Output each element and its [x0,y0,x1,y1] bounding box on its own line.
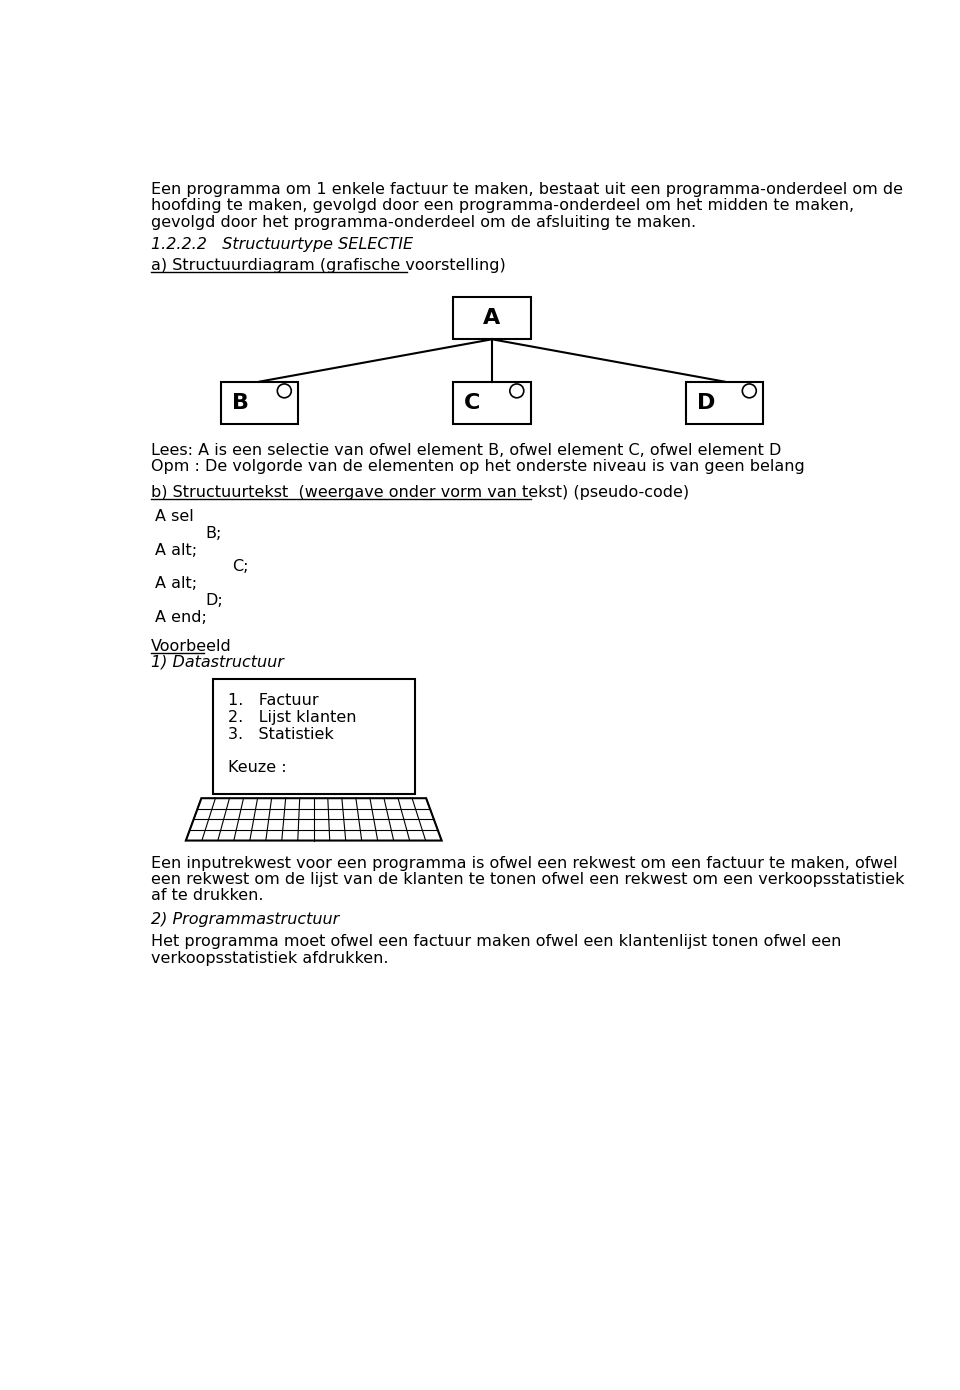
Text: Voorbeeld: Voorbeeld [151,639,231,653]
Text: Een programma om 1 enkele factuur te maken, bestaat uit een programma-onderdeel : Een programma om 1 enkele factuur te mak… [151,182,903,197]
Text: B;: B; [205,525,222,541]
Circle shape [742,384,756,398]
Text: A: A [484,309,500,328]
Text: C: C [464,393,480,413]
Text: 1) Datastructuur: 1) Datastructuur [151,655,284,670]
Text: Lees: A is een selectie van ofwel element B, ofwel element C, ofwel element D: Lees: A is een selectie van ofwel elemen… [151,443,781,459]
Text: 2) Programmastructuur: 2) Programmastructuur [151,912,339,927]
Text: b) Structuurtekst  (weergave onder vorm van tekst) (pseudo-code): b) Structuurtekst (weergave onder vorm v… [151,485,689,500]
Polygon shape [186,798,442,841]
Text: A alt;: A alt; [155,577,197,591]
Circle shape [277,384,291,398]
Text: A end;: A end; [155,610,206,626]
Text: een rekwest om de lijst van de klanten te tonen ofwel een rekwest om een verkoop: een rekwest om de lijst van de klanten t… [151,872,904,887]
Text: 2.   Lijst klanten: 2. Lijst klanten [228,710,357,724]
Text: hoofding te maken, gevolgd door een programma-onderdeel om het midden te maken,: hoofding te maken, gevolgd door een prog… [151,199,854,214]
Text: af te drukken.: af te drukken. [151,888,263,904]
FancyBboxPatch shape [453,382,531,424]
Text: C;: C; [232,560,249,574]
Text: Een inputrekwest voor een programma is ofwel een rekwest om een factuur te maken: Een inputrekwest voor een programma is o… [151,856,898,872]
Text: 1.   Factuur: 1. Factuur [228,692,319,708]
Text: 3.   Statistiek: 3. Statistiek [228,727,334,742]
Text: verkoopsstatistiek afdrukken.: verkoopsstatistiek afdrukken. [151,951,389,966]
FancyBboxPatch shape [213,678,415,794]
Text: a) Structuurdiagram (grafische voorstelling): a) Structuurdiagram (grafische voorstell… [151,257,506,272]
Text: B: B [231,393,249,413]
Text: gevolgd door het programma-onderdeel om de afsluiting te maken.: gevolgd door het programma-onderdeel om … [151,214,696,229]
Circle shape [510,384,524,398]
Text: A sel: A sel [155,509,194,524]
Text: 1.2.2.2   Structuurtype SELECTIE: 1.2.2.2 Structuurtype SELECTIE [151,236,413,252]
FancyBboxPatch shape [685,382,763,424]
Text: Keuze :: Keuze : [228,760,287,776]
Text: D: D [697,393,715,413]
FancyBboxPatch shape [453,297,531,339]
FancyBboxPatch shape [221,382,299,424]
Text: A alt;: A alt; [155,542,197,557]
Text: D;: D; [205,594,223,609]
Text: Opm : De volgorde van de elementen op het onderste niveau is van geen belang: Opm : De volgorde van de elementen op he… [151,460,804,474]
Text: Het programma moet ofwel een factuur maken ofwel een klantenlijst tonen ofwel ee: Het programma moet ofwel een factuur mak… [151,934,841,949]
